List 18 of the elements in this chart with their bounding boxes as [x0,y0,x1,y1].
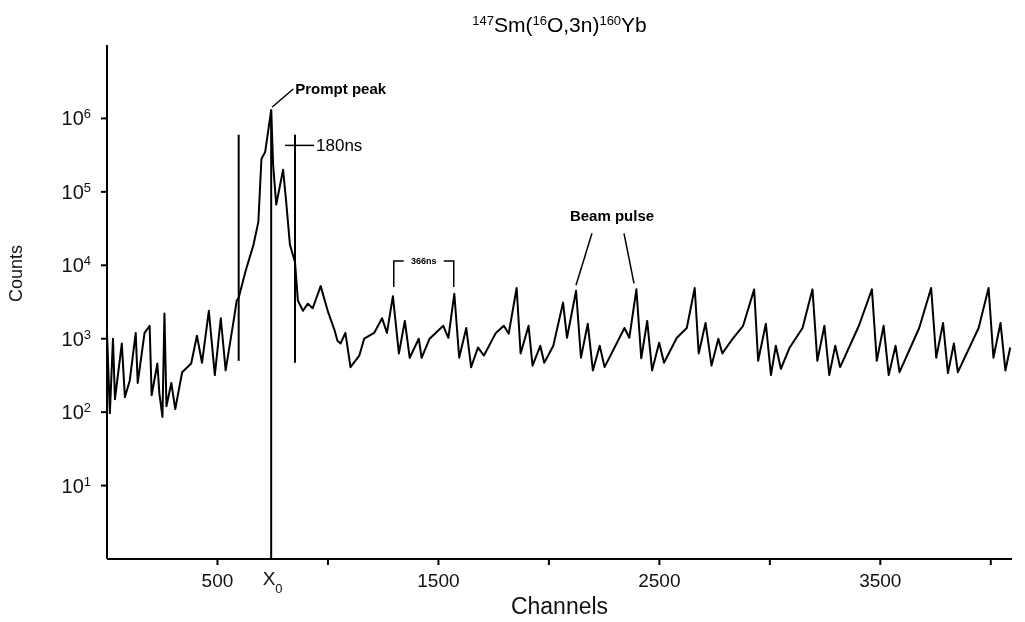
x-tick-label: 500 [201,570,234,591]
x-axis-title: Channels [510,593,609,619]
y-tick-label: 10$^{2}$ [61,399,91,424]
chart-title: $^{147}$Sm($^{16}$O,3n)$^{160}$Yb [472,12,647,36]
y-tick-label: 10$^{6}$ [61,105,91,130]
y-tick-label: 10$^{3}$ [61,326,91,350]
x-tick-label: 3500 [859,570,902,591]
y-tick-label: 10$^{1}$ [61,473,91,497]
annotation: 180ns [316,136,363,156]
annotation: Beam pulse [569,207,655,225]
annotation: 366ns [410,255,437,266]
x-tick-label: 1500 [417,570,460,591]
y-tick-label: 10$^{4}$ [61,252,91,277]
y-tick-label: 10$^{5}$ [61,179,91,203]
y-axis-title: Counts [6,244,27,302]
annotation: Prompt peak [295,80,387,97]
text: X$_{0}$ [262,568,283,596]
x-tick-label: 2500 [638,570,681,591]
